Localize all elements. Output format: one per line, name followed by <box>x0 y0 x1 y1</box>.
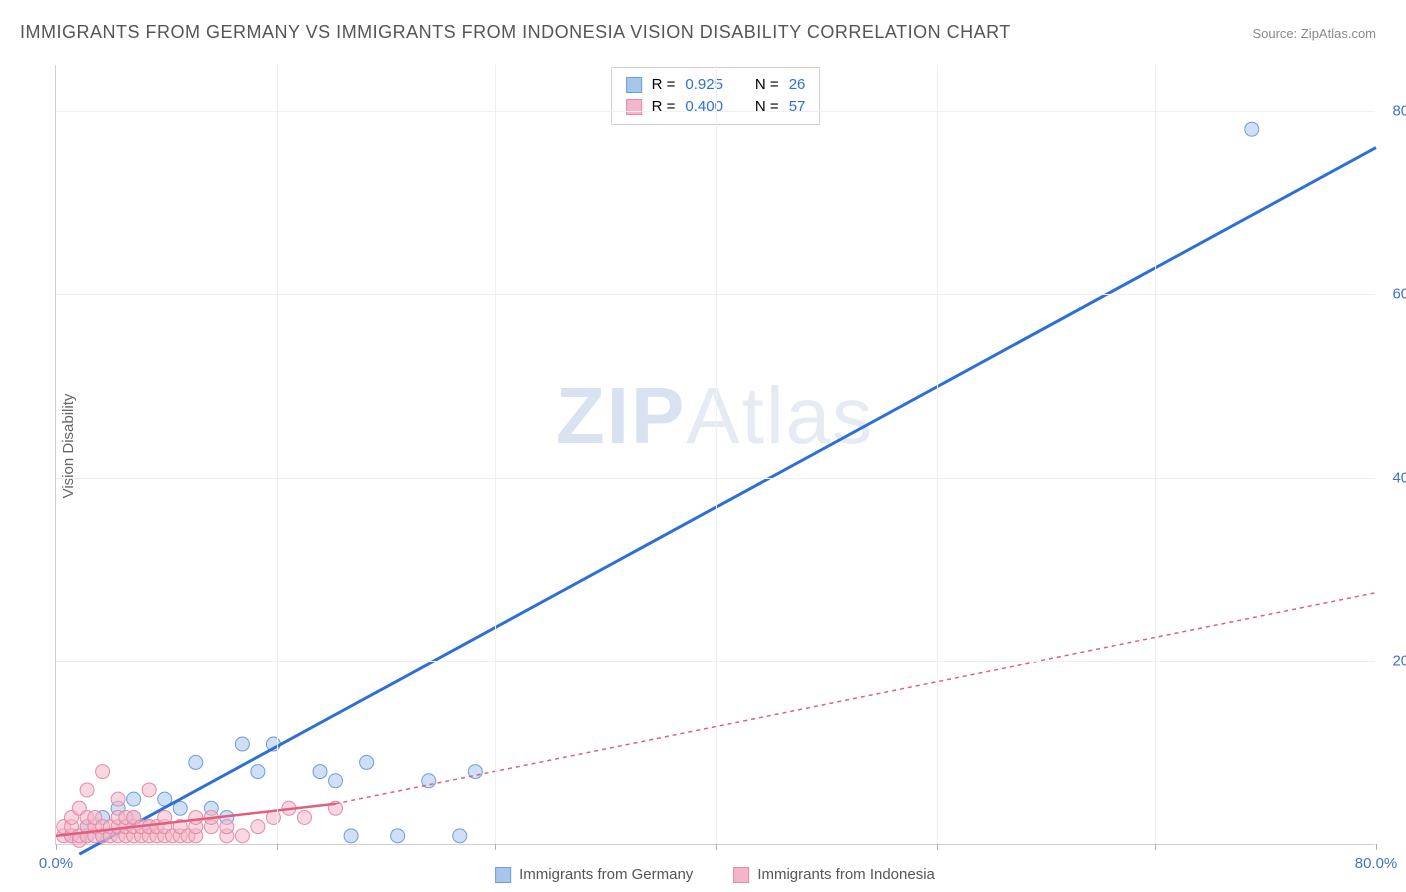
scatter-point <box>96 765 110 779</box>
trend-line <box>79 148 1376 855</box>
swatch-germany <box>626 77 642 93</box>
scatter-point <box>251 820 265 834</box>
chart-title: IMMIGRANTS FROM GERMANY VS IMMIGRANTS FR… <box>20 22 1011 43</box>
legend-item-indonesia: Immigrants from Indonesia <box>733 866 935 883</box>
gridline-vertical <box>495 65 496 844</box>
y-tick-label: 20.0% <box>1392 653 1406 670</box>
legend-label-indonesia: Immigrants from Indonesia <box>757 866 935 883</box>
scatter-point <box>297 810 311 824</box>
scatter-point <box>313 765 327 779</box>
n-value-indonesia: 57 <box>789 96 806 118</box>
gridline-vertical <box>1155 65 1156 844</box>
x-tick <box>1376 844 1377 850</box>
scatter-point <box>189 755 203 769</box>
gridline-vertical <box>277 65 278 844</box>
gridline-vertical <box>937 65 938 844</box>
y-tick-label: 80.0% <box>1392 102 1406 119</box>
r-label: R = <box>652 74 676 96</box>
source-label: Source: ZipAtlas.com <box>1252 26 1376 41</box>
n-label: N = <box>755 74 779 96</box>
swatch-indonesia <box>626 99 642 115</box>
r-label: R = <box>652 96 676 118</box>
n-value-germany: 26 <box>789 74 806 96</box>
swatch-germany-icon <box>495 867 511 883</box>
scatter-point <box>111 792 125 806</box>
scatter-point <box>1245 122 1259 136</box>
x-tick <box>277 844 278 850</box>
n-label: N = <box>755 96 779 118</box>
scatter-point <box>391 829 405 843</box>
scatter-point <box>127 792 141 806</box>
gridline-vertical <box>716 65 717 844</box>
x-tick <box>716 844 717 850</box>
series-legend: Immigrants from Germany Immigrants from … <box>495 866 935 883</box>
y-tick-label: 60.0% <box>1392 286 1406 303</box>
scatter-point <box>360 755 374 769</box>
scatter-point <box>235 737 249 751</box>
r-value-germany: 0.925 <box>685 74 723 96</box>
x-tick <box>937 844 938 850</box>
x-tick-label: 80.0% <box>1355 855 1398 872</box>
legend-item-germany: Immigrants from Germany <box>495 866 693 883</box>
x-tick-label: 0.0% <box>39 855 73 872</box>
scatter-point <box>142 783 156 797</box>
legend-label-germany: Immigrants from Germany <box>519 866 693 883</box>
x-tick <box>1155 844 1156 850</box>
chart-area: ZIPAtlas R = 0.925 N = 26 R = 0.400 N = … <box>55 65 1375 845</box>
x-tick <box>495 844 496 850</box>
swatch-indonesia-icon <box>733 867 749 883</box>
scatter-point <box>329 774 343 788</box>
scatter-point <box>235 829 249 843</box>
scatter-point <box>80 783 94 797</box>
x-tick <box>56 844 57 850</box>
scatter-point <box>251 765 265 779</box>
scatter-point <box>453 829 467 843</box>
y-tick-label: 40.0% <box>1392 469 1406 486</box>
scatter-point <box>189 810 203 824</box>
scatter-point <box>220 820 234 834</box>
scatter-point <box>344 829 358 843</box>
trend-line-dashed <box>336 593 1376 804</box>
r-value-indonesia: 0.400 <box>685 96 723 118</box>
plot-region: R = 0.925 N = 26 R = 0.400 N = 57 20.0%4… <box>55 65 1375 845</box>
